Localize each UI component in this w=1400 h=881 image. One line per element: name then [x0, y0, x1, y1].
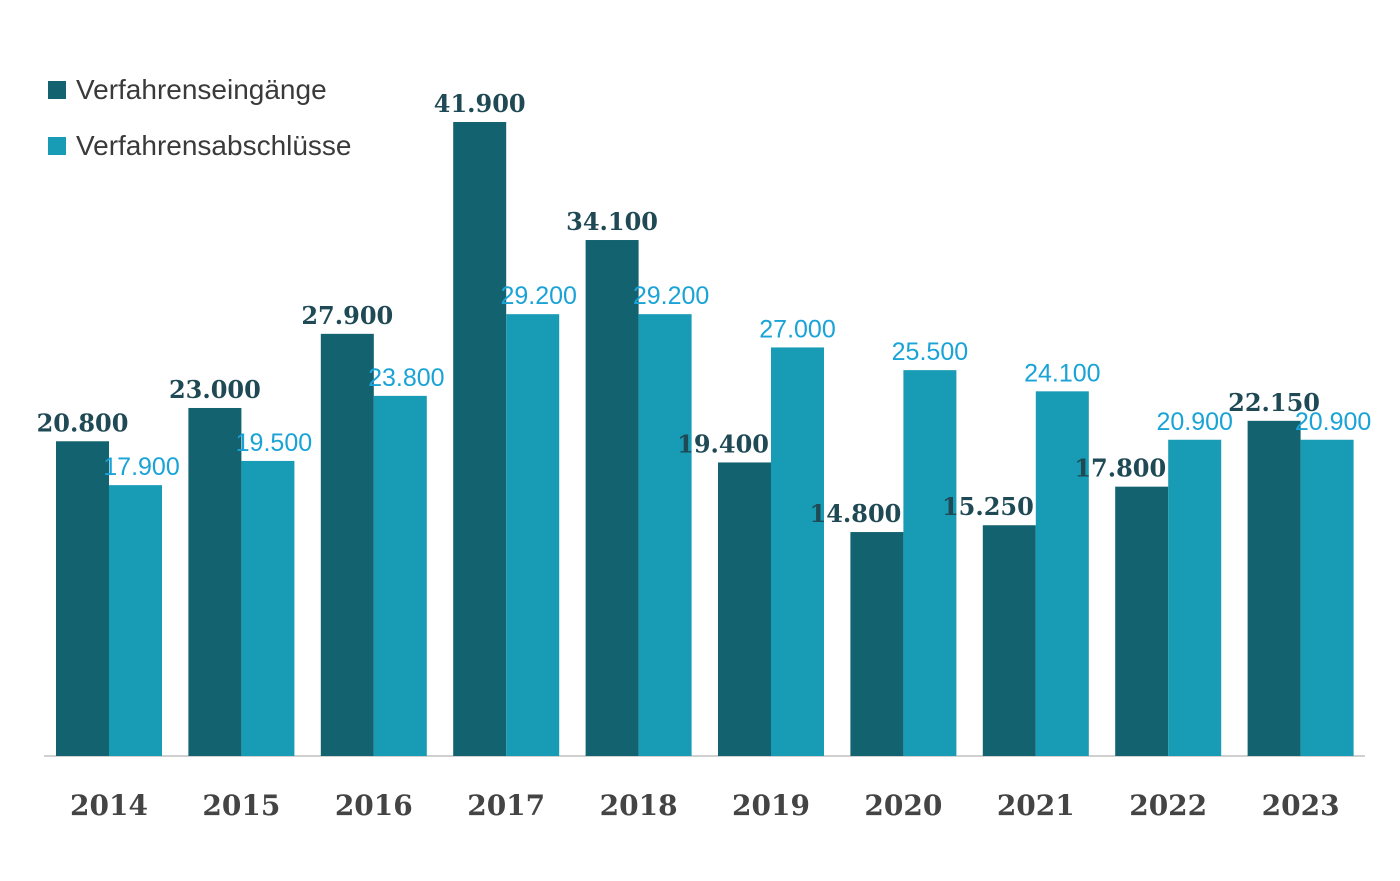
data-label-abschluesse-2016: 23.800	[368, 364, 444, 392]
bar-eingaenge-2016	[320, 333, 374, 756]
legend-label-abschluesse: Verfahrensabschlüsse	[76, 130, 352, 161]
bar-abschluesse-2018	[638, 314, 692, 756]
legend: Verfahrenseingänge Verfahrensabschlüsse	[48, 62, 352, 174]
x-tick-label-2019: 2019	[732, 789, 810, 822]
bar-abschluesse-2017	[506, 314, 560, 756]
x-tick-label-2018: 2018	[600, 789, 678, 822]
bar-eingaenge-2017	[453, 122, 507, 756]
x-tick-label-2022: 2022	[1129, 789, 1207, 822]
bar-abschluesse-2019	[771, 347, 824, 756]
bar-abschluesse-2020	[903, 370, 957, 756]
data-label-eingaenge-2016: 27.900	[301, 301, 393, 330]
x-tick-label-2014: 2014	[70, 789, 148, 822]
data-label-abschluesse-2023: 20.900	[1295, 408, 1371, 436]
legend-item-abschluesse: Verfahrensabschlüsse	[48, 118, 352, 174]
data-label-eingaenge-2018: 34.100	[566, 207, 658, 236]
legend-item-eingaenge: Verfahrenseingänge	[48, 62, 352, 118]
data-label-eingaenge-2019: 19.400	[677, 429, 769, 458]
bar-eingaenge-2020	[850, 532, 904, 756]
data-label-eingaenge-2023: 22.150	[1228, 388, 1320, 417]
bar-eingaenge-2014	[56, 441, 109, 756]
legend-swatch-eingaenge	[48, 81, 66, 99]
x-tick-label-2020: 2020	[864, 789, 942, 822]
bar-abschluesse-2022	[1168, 439, 1222, 756]
bar-abschluesse-2021	[1035, 391, 1089, 756]
data-label-abschluesse-2017: 29.200	[500, 282, 576, 310]
legend-label-eingaenge: Verfahrenseingänge	[76, 74, 327, 105]
data-label-eingaenge-2014: 20.800	[37, 408, 129, 437]
x-tick-label-2017: 2017	[467, 789, 545, 822]
bar-abschluesse-2023	[1300, 439, 1354, 756]
bar-abschluesse-2014	[109, 485, 162, 756]
bar-eingaenge-2019	[718, 462, 771, 756]
data-label-eingaenge-2021: 15.250	[942, 492, 1034, 521]
x-tick-label-2016: 2016	[335, 789, 413, 822]
data-label-eingaenge-2015: 23.000	[169, 375, 261, 404]
data-label-eingaenge-2017: 41.900	[434, 89, 526, 118]
x-tick-label-2021: 2021	[997, 789, 1075, 822]
data-label-abschluesse-2019: 27.000	[759, 315, 835, 343]
data-label-abschluesse-2021: 24.100	[1024, 359, 1100, 387]
data-label-abschluesse-2022: 20.900	[1156, 408, 1232, 436]
bar-eingaenge-2022	[1115, 486, 1169, 756]
bar-abschluesse-2015	[241, 460, 295, 756]
x-tick-label-2023: 2023	[1262, 789, 1340, 822]
data-label-eingaenge-2020: 14.800	[810, 499, 902, 528]
data-label-abschluesse-2014: 17.900	[103, 453, 179, 481]
data-label-abschluesse-2020: 25.500	[892, 338, 968, 366]
bar-eingaenge-2023	[1247, 420, 1301, 756]
data-label-eingaenge-2022: 17.800	[1074, 454, 1166, 483]
bar-eingaenge-2018	[585, 240, 639, 756]
data-label-abschluesse-2018: 29.200	[633, 282, 709, 310]
bar-eingaenge-2015	[188, 407, 242, 756]
bar-abschluesse-2016	[373, 395, 427, 756]
x-tick-label-2015: 2015	[202, 789, 280, 822]
bar-eingaenge-2021	[982, 525, 1036, 756]
legend-swatch-abschluesse	[48, 137, 66, 155]
data-label-abschluesse-2015: 19.500	[236, 429, 312, 457]
